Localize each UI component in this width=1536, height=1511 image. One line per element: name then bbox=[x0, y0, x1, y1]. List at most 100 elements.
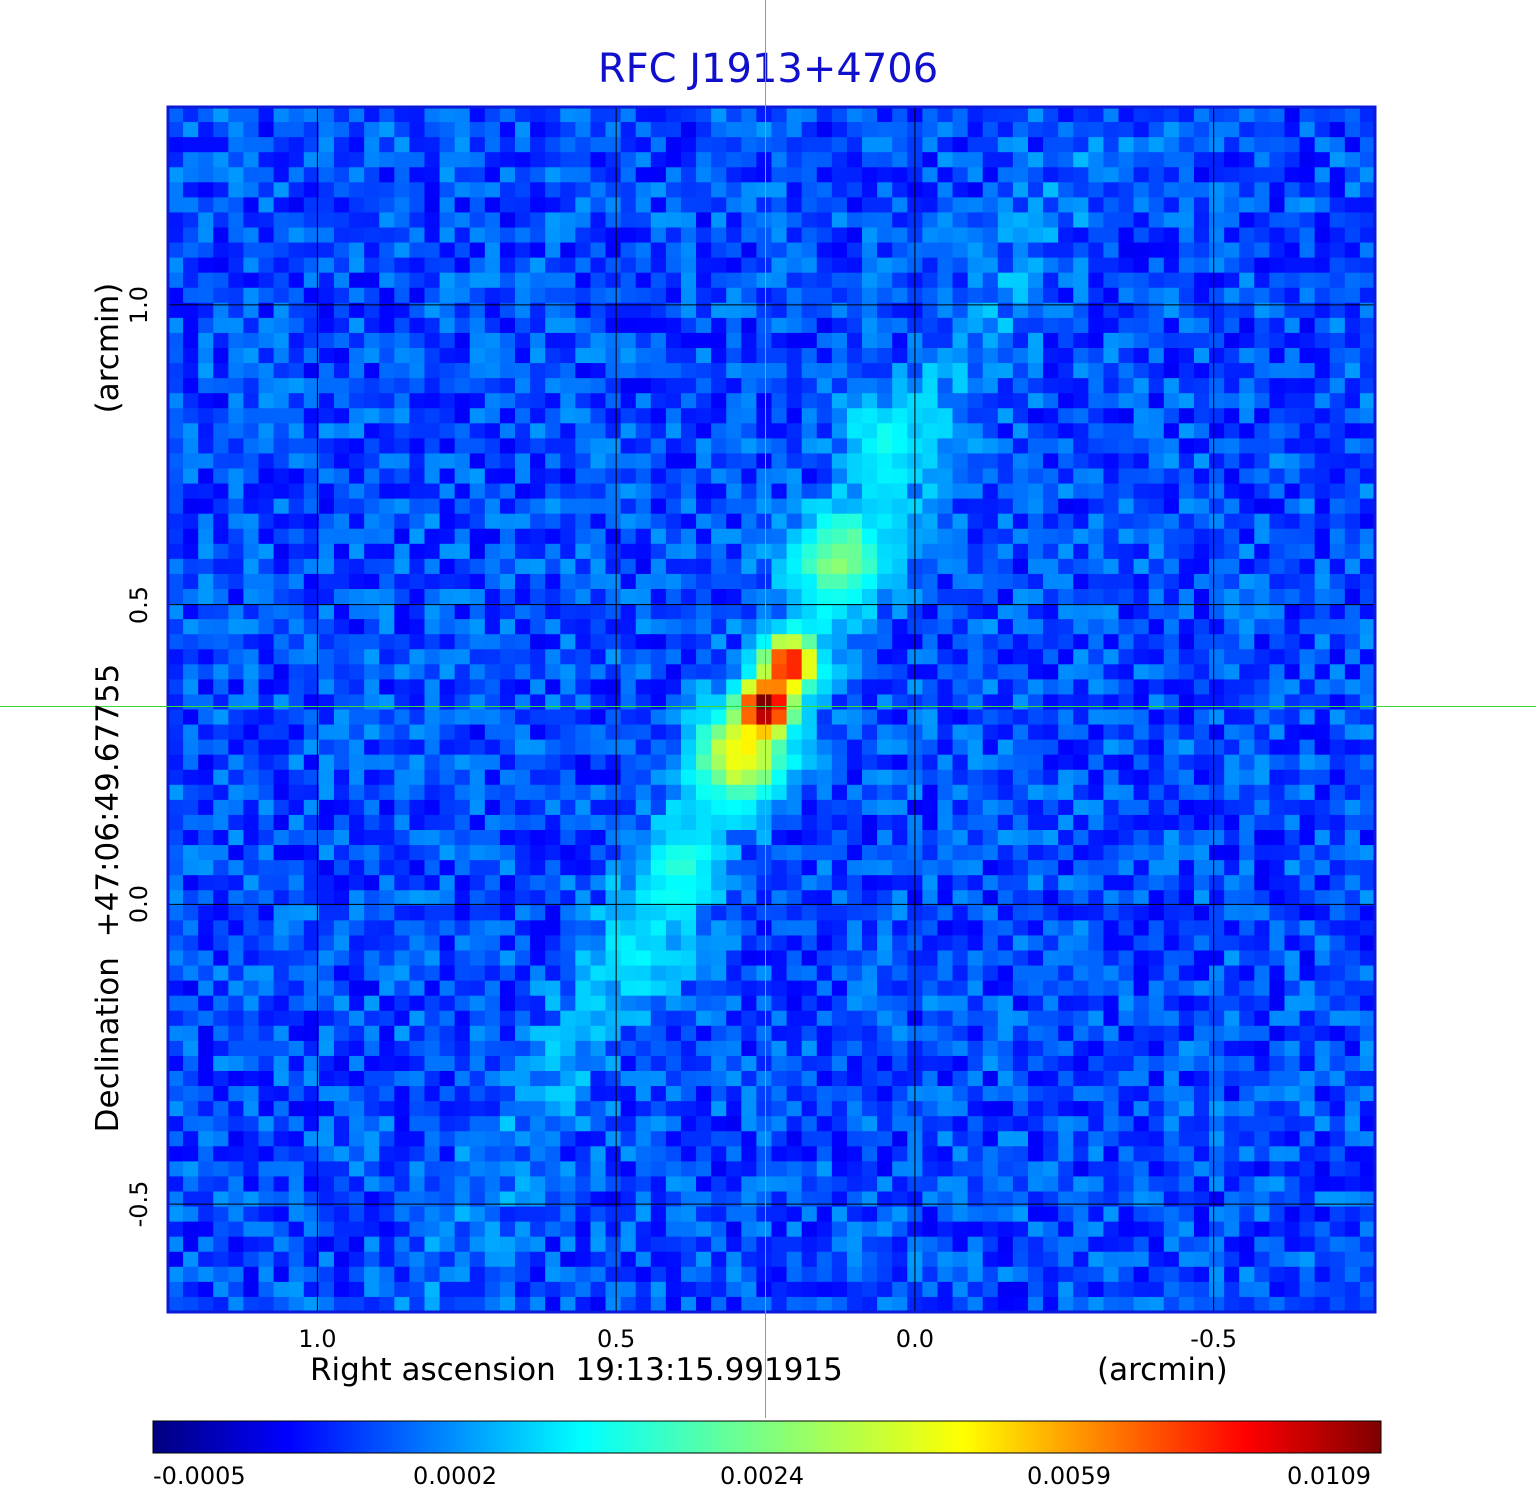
heatmap-cell bbox=[499, 558, 516, 575]
heatmap-cell bbox=[228, 799, 245, 816]
heatmap-cell bbox=[1073, 182, 1089, 198]
heatmap-cell bbox=[1299, 573, 1316, 590]
heatmap-cell bbox=[982, 965, 999, 982]
heatmap-cell bbox=[831, 649, 848, 665]
heatmap-cell bbox=[454, 498, 471, 515]
heatmap-cell bbox=[1133, 679, 1150, 696]
heatmap-cell bbox=[243, 694, 260, 711]
heatmap-cell bbox=[997, 543, 1014, 560]
heatmap-cell bbox=[801, 242, 818, 259]
heatmap-cell bbox=[937, 604, 954, 620]
heatmap-cell bbox=[1329, 619, 1346, 635]
heatmap-cell bbox=[409, 197, 426, 214]
heatmap-cell bbox=[1254, 332, 1270, 349]
heatmap-cell bbox=[318, 468, 335, 485]
heatmap-cell bbox=[771, 513, 788, 530]
heatmap-cell bbox=[243, 317, 260, 334]
heatmap-cell bbox=[877, 543, 893, 560]
heatmap-cell bbox=[741, 890, 758, 906]
heatmap-cell bbox=[515, 227, 531, 244]
heatmap-cell bbox=[515, 363, 531, 379]
heatmap-cell bbox=[952, 995, 969, 1012]
heatmap-cell bbox=[198, 257, 214, 274]
heatmap-cell bbox=[273, 122, 290, 138]
heatmap-cell bbox=[937, 543, 954, 560]
heatmap-cell bbox=[801, 799, 818, 816]
heatmap-cell bbox=[696, 814, 712, 831]
heatmap-cell bbox=[228, 348, 245, 364]
heatmap-cell bbox=[997, 453, 1014, 470]
heatmap-cell bbox=[922, 363, 939, 379]
heatmap-cell bbox=[575, 513, 592, 530]
heatmap-cell bbox=[1359, 980, 1376, 997]
heatmap-cell bbox=[967, 332, 984, 349]
heatmap-cell bbox=[590, 453, 607, 470]
heatmap-cell bbox=[1284, 393, 1301, 409]
heatmap-cell bbox=[1193, 498, 1210, 515]
heatmap-cell bbox=[258, 137, 275, 153]
heatmap-cell bbox=[213, 302, 229, 319]
heatmap-cell bbox=[650, 875, 667, 891]
heatmap-cell bbox=[771, 182, 788, 198]
heatmap-cell bbox=[228, 890, 245, 906]
heatmap-cell bbox=[1359, 363, 1376, 379]
heatmap-cell bbox=[786, 920, 803, 937]
heatmap-cell bbox=[243, 860, 260, 876]
heatmap-cell bbox=[575, 860, 592, 876]
heatmap-cell bbox=[892, 408, 908, 424]
heatmap-cell bbox=[1314, 332, 1331, 349]
heatmap-cell bbox=[741, 363, 758, 379]
heatmap-cell bbox=[1224, 528, 1240, 545]
heatmap-cell bbox=[771, 287, 788, 304]
heatmap-cell bbox=[1178, 363, 1195, 379]
heatmap-cell bbox=[394, 257, 410, 274]
heatmap-cell bbox=[590, 348, 607, 364]
heatmap-cell bbox=[469, 980, 486, 997]
heatmap-cell bbox=[590, 393, 607, 409]
heatmap-cell bbox=[605, 965, 622, 982]
heatmap-cell bbox=[1359, 423, 1376, 439]
heatmap-cell bbox=[1118, 649, 1135, 665]
heatmap-cell bbox=[424, 1010, 441, 1027]
heatmap-cell bbox=[364, 634, 380, 650]
heatmap-cell bbox=[786, 558, 803, 575]
heatmap-cell bbox=[364, 905, 380, 921]
heatmap-cell bbox=[168, 739, 184, 756]
heatmap-cell bbox=[213, 257, 229, 274]
heatmap-cell bbox=[1103, 799, 1120, 816]
heatmap-cell bbox=[394, 649, 410, 665]
heatmap-cell bbox=[605, 860, 622, 876]
heatmap-cell bbox=[862, 649, 878, 665]
heatmap-cell bbox=[1148, 302, 1165, 319]
heatmap-cell bbox=[711, 980, 727, 997]
heatmap-cell bbox=[862, 393, 878, 409]
heatmap-cell bbox=[198, 1010, 214, 1027]
heatmap-cell bbox=[801, 664, 818, 680]
heatmap-cell bbox=[650, 980, 667, 997]
heatmap-cell bbox=[726, 167, 742, 183]
heatmap-cell bbox=[1284, 212, 1301, 229]
heatmap-cell bbox=[1359, 272, 1376, 289]
heatmap-cell bbox=[1269, 167, 1286, 183]
heatmap-cell bbox=[1148, 589, 1165, 605]
heatmap-cell bbox=[484, 453, 501, 470]
heatmap-cell bbox=[1299, 920, 1316, 937]
heatmap-cell bbox=[877, 709, 893, 726]
heatmap-cell bbox=[846, 122, 863, 138]
heatmap-cell bbox=[484, 589, 501, 605]
heatmap-cell bbox=[952, 227, 969, 244]
heatmap-cell bbox=[303, 799, 320, 816]
heatmap-cell bbox=[394, 348, 410, 364]
heatmap-cell bbox=[922, 995, 939, 1012]
heatmap-cell bbox=[741, 1025, 758, 1042]
heatmap-cell bbox=[1178, 287, 1195, 304]
heatmap-cell bbox=[892, 694, 908, 711]
heatmap-cell bbox=[288, 287, 305, 304]
heatmap-cell bbox=[318, 830, 335, 846]
heatmap-cell bbox=[952, 212, 969, 229]
heatmap-cell bbox=[318, 438, 335, 455]
heatmap-cell bbox=[499, 920, 516, 937]
heatmap-cell bbox=[1148, 212, 1165, 229]
heatmap-cell bbox=[605, 679, 622, 696]
heatmap-cell bbox=[560, 845, 576, 861]
